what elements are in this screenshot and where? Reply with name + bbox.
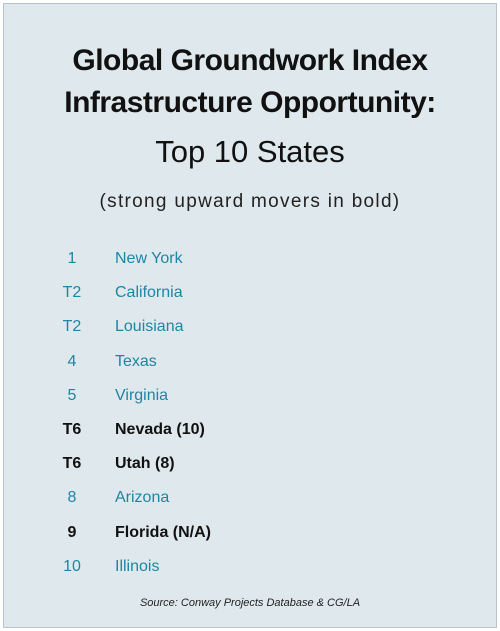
state-name: Nevada (10) — [115, 421, 205, 438]
rank: T6 — [62, 421, 82, 438]
state-name: Texas — [115, 352, 157, 370]
state-name: Illinois — [115, 557, 160, 575]
rank: 8 — [67, 489, 77, 507]
state-name: Florida (N/A) — [115, 523, 211, 541]
state-name: California — [115, 284, 183, 302]
rank: 10 — [63, 557, 81, 575]
title-line: Infrastructure Opportunity: — [64, 86, 436, 119]
source: Source: Conway Projects Database & CG/LA — [139, 597, 361, 609]
title-line: Global Groundwork Index — [72, 44, 428, 77]
subtitle: Top 10 States — [155, 134, 345, 169]
state-name: Utah (8) — [115, 455, 175, 473]
state-name: Louisiana — [115, 318, 184, 336]
rank: T6 — [62, 455, 82, 473]
rank: T2 — [62, 318, 82, 336]
rank: T2 — [62, 284, 82, 302]
rank: 5 — [67, 386, 77, 404]
rank: 4 — [67, 352, 77, 370]
rank: 9 — [67, 523, 77, 541]
rank: 1 — [67, 250, 77, 267]
card: Global Groundwork Index Infrastructure O… — [3, 3, 497, 628]
state-name: New York — [115, 250, 183, 267]
note: (strong upward movers in bold) — [99, 191, 401, 212]
state-name: Virginia — [115, 386, 169, 404]
state-name: Arizona — [115, 489, 170, 507]
